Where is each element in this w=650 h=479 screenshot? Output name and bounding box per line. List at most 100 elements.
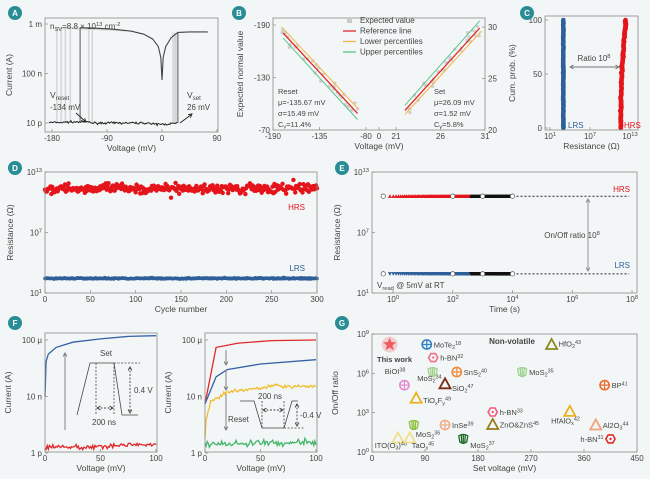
y-tick-label: -190: [254, 21, 271, 30]
hexagon-marker-point: [487, 407, 499, 417]
marker-star-point: [480, 271, 486, 277]
y-right-tick-label: 25: [488, 75, 497, 84]
hexagon-marker-point: [427, 352, 439, 363]
current-curve-pulse-3: [204, 436, 317, 450]
y-tick-label: 10 p: [26, 119, 42, 128]
expected-value-point: [338, 93, 342, 97]
triangle-marker-point: [390, 430, 405, 444]
expected-value-point: [448, 55, 452, 59]
x-axis-label: Voltage (mV): [107, 143, 156, 153]
lrs-label: LRS: [614, 261, 630, 270]
y-tick-label: 10 n: [26, 393, 42, 402]
x-tick-label: 26: [436, 132, 445, 141]
triangle-marker-point: [588, 417, 603, 431]
y-tick-label: 10^{1}: [357, 289, 369, 298]
triangle-marker-point: [437, 376, 453, 390]
hexagon-icon: [427, 352, 439, 363]
amplitude-arrow-head: [294, 403, 300, 408]
plus-icon: [600, 380, 610, 390]
x-tick-label: 0: [43, 454, 48, 463]
set-pulse-waveform: [76, 362, 138, 416]
expected-value-point: [422, 81, 426, 85]
material-label: TaO_{x}^{45}: [412, 441, 434, 452]
y-tick-label: 1 m: [29, 20, 43, 29]
material-label: h-BN^{31}: [580, 435, 603, 444]
hrs-point: [199, 187, 205, 192]
triangle-marker-point: [409, 390, 424, 404]
plot-frame: [44, 17, 219, 133]
lrs-branch-curve: [80, 27, 208, 81]
x-tick-label: 10^{1}: [544, 132, 556, 141]
panel-letter: D: [12, 164, 18, 173]
y-tick-label: -130: [254, 74, 271, 83]
reset-cv: C_{v}=11.4%: [278, 120, 312, 131]
hrs-label: HRS: [624, 121, 641, 130]
on-off-ratio-label: On/Off ratio 10^{8}: [544, 231, 600, 240]
set-mean: μ=26.09 mV: [434, 98, 475, 107]
hrs-point: [194, 183, 199, 189]
read-condition-label: V_{read} @ 5mV at RT: [377, 281, 445, 292]
x-tick-label: 150: [174, 295, 188, 304]
x-tick-label: 100: [149, 454, 163, 463]
y-tick-label: 10^{1}: [30, 289, 42, 298]
y-tick-label: 10^{7}: [357, 229, 369, 238]
marker-star-point: [380, 271, 386, 277]
x-tick-label: 360: [577, 454, 591, 463]
x-tick-label: -80: [360, 132, 372, 141]
y-axis-label: Cum. prob. (%): [507, 44, 517, 102]
expected-value-point: [331, 87, 335, 91]
width-label: 200 ns: [92, 418, 116, 427]
reset-lower-line: [281, 26, 358, 109]
material-label: MoS_{2}^{35}: [529, 368, 553, 379]
width-arrow-head: [109, 405, 114, 411]
reset-direction-arrow-head: [223, 361, 229, 366]
dot-icon: [609, 437, 612, 441]
expected-value-point: [468, 39, 472, 43]
width-label: 200 ns: [258, 392, 282, 401]
amplitude-arrow-head: [127, 409, 133, 414]
y-tick-label: 100 n: [22, 70, 42, 79]
panel-letter-badge: [335, 161, 349, 175]
expected-value-point: [465, 31, 469, 35]
x-tick-label: 0: [377, 132, 382, 141]
x-tick-label: 0: [370, 454, 375, 463]
dot-icon: [491, 410, 494, 414]
hrs-point: [387, 194, 392, 198]
expected-value-point: [356, 107, 360, 111]
v-set-arrow: [179, 113, 193, 124]
panel-a-iv-curve: -180 -90 0 90 1 m 100 n 10 p Voltage (mV) Curren…: [4, 17, 222, 153]
material-label: h-BN^{33}: [500, 408, 523, 417]
pulse-label: Reset: [228, 415, 250, 424]
panel-letter-badge: [520, 6, 534, 20]
legend-label: Upper percentiles: [360, 48, 423, 57]
circle-plus-marker-point: [398, 379, 410, 391]
amplitude-label: -0.4 V: [300, 411, 322, 420]
expected-value-point: [319, 79, 323, 83]
gray-cycle-curve: [87, 26, 126, 123]
panel-f-pulse-switching: 0 50 100 100 μ 10 n 1 p Voltage (mV) Current (A…: [3, 332, 323, 473]
x-tick-label: -180: [44, 134, 61, 143]
x-tick-label: 50: [96, 454, 105, 463]
y-tick-label: 1 p: [31, 449, 43, 458]
on-off-ratio-arrow-head: [585, 267, 591, 272]
y-tick-label: -70: [258, 126, 270, 135]
y-axis-label: Expected normal value: [235, 30, 245, 117]
panel-letters: A B C D E F G: [8, 6, 534, 330]
plus-icon: [452, 367, 462, 377]
hrs-point: [148, 188, 154, 193]
material-label: HfO_{2}^{43}: [559, 339, 581, 350]
star-icon: [383, 337, 397, 351]
hrs-point: [168, 195, 174, 200]
expected-value-point: [442, 68, 446, 72]
material-label: ITO(O_{3})^{46}: [375, 441, 407, 452]
x-tick-label: 0: [203, 454, 208, 463]
y-axis-label: On/Off ratio: [330, 371, 340, 415]
y-tick-label: 50: [533, 70, 542, 79]
x-tick-label: 10^{4}: [506, 295, 519, 304]
expected-value-point: [340, 95, 344, 99]
hrs-label: HRS: [613, 185, 630, 194]
x-tick-label: 0: [160, 134, 165, 143]
ratio-label: Ratio 10^{8}: [578, 54, 611, 63]
material-label: h-BN^{32}: [440, 354, 463, 363]
